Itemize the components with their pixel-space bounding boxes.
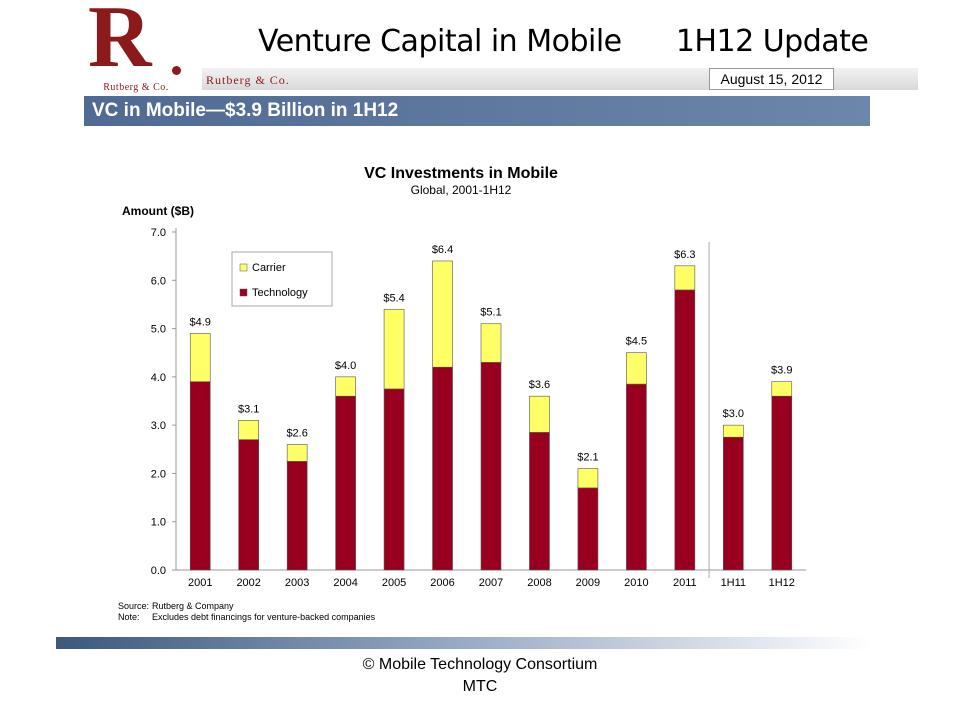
bar-total-label: $6.4 (432, 244, 453, 256)
bar-total-label: $5.4 (383, 292, 404, 304)
bar-carrier (626, 352, 647, 385)
footer-copyright: © Mobile Technology Consortium (362, 656, 598, 673)
x-tick-label: 2005 (382, 577, 406, 589)
bar-carrier (238, 420, 259, 440)
bar-total-label: $6.3 (674, 249, 695, 261)
bar-carrier (480, 323, 502, 363)
bar-total-label: $4.0 (335, 360, 356, 372)
x-tick-label: 2004 (333, 577, 357, 589)
bar-technology (674, 289, 696, 571)
y-tick-label: 4.0 (151, 372, 166, 384)
x-tick-label: 2002 (236, 577, 260, 589)
legend-label-carrier: Carrier (252, 262, 286, 274)
note-label: Note: (118, 612, 140, 622)
x-tick-label: 2001 (188, 577, 212, 589)
chart-subtitle: Global, 2001-1H12 (411, 183, 512, 197)
bar-carrier (335, 376, 356, 397)
bar-total-label: $3.9 (771, 365, 792, 377)
legend-label-technology: Technology (252, 287, 308, 299)
logo-letter: R (88, 0, 152, 86)
bar-technology (383, 388, 405, 571)
bar-technology (480, 362, 502, 571)
y-tick-label: 6.0 (151, 275, 166, 287)
section-banner: VC in Mobile—$3.9 Billion in 1H12 (84, 96, 870, 126)
bar-total-label: $3.6 (529, 379, 550, 391)
y-axis-label: Amount ($B) (122, 204, 194, 218)
bar-carrier (771, 381, 793, 397)
brand-name: Rutberg & Co. (206, 73, 290, 87)
bar-carrier (286, 444, 308, 462)
x-tick-label: 2006 (430, 577, 454, 589)
bar-carrier (723, 424, 744, 438)
legend-box (231, 251, 333, 307)
bar-total-label: $4.9 (190, 316, 211, 328)
x-tick-label: 2008 (527, 577, 551, 589)
bar-carrier (189, 333, 211, 382)
bar-technology (529, 432, 550, 571)
bar-total-label: $4.5 (626, 336, 647, 348)
x-tick-label: 2011 (673, 577, 697, 589)
date-label: August 15, 2012 (709, 68, 834, 90)
bar-carrier (383, 308, 405, 390)
footer-mtc: MTC (462, 678, 498, 695)
bar-carrier (529, 395, 550, 433)
slide-title: Venture Capital in Mobile 1H12 Update (258, 24, 869, 59)
y-tick-label: 1.0 (151, 517, 166, 529)
bar-total-label: $2.6 (286, 427, 307, 439)
x-tick-label: 2007 (479, 577, 503, 589)
note-text: Excludes debt financings for venture-bac… (152, 612, 376, 622)
y-tick-label: 7.0 (151, 227, 166, 239)
y-tick-label: 0.0 (151, 565, 166, 577)
chart-title: VC Investments in Mobile (364, 165, 558, 182)
bar-carrier (674, 265, 696, 291)
x-tick-label: 1H11 (721, 577, 746, 589)
bar-total-label: $5.1 (480, 307, 501, 319)
y-tick-label: 2.0 (151, 468, 166, 480)
bar-total-label: $3.1 (238, 403, 259, 415)
legend-swatch-carrier (239, 263, 248, 272)
bar-technology (238, 439, 259, 571)
bar-technology (626, 383, 647, 571)
source-label: Source: (118, 601, 149, 611)
source-text: Rutberg & Company (152, 601, 234, 611)
logo-subtitle: Rutberg & Co. (103, 82, 169, 93)
bar-total-label: $2.1 (577, 452, 598, 464)
y-tick-label: 5.0 (151, 324, 166, 336)
bar-technology (335, 395, 356, 571)
logo-dot (172, 66, 181, 75)
x-tick-label: 2010 (624, 577, 648, 589)
bar-carrier (432, 260, 453, 368)
bar-technology (286, 461, 308, 571)
legend-swatch-technology (239, 288, 248, 297)
bar-technology (771, 395, 793, 571)
bar-technology (577, 487, 599, 571)
y-tick-label: 3.0 (151, 420, 166, 432)
bar-total-label: $3.0 (723, 408, 744, 420)
company-logo: R Rutberg & Co. (84, 0, 188, 94)
x-tick-label: 1H12 (769, 577, 795, 589)
x-tick-label: 2003 (285, 577, 309, 589)
bar-technology (723, 436, 744, 571)
bar-technology (432, 366, 453, 571)
bar-technology (189, 381, 211, 571)
bar-carrier (577, 468, 599, 489)
bottom-decorative-bar (56, 637, 872, 649)
x-tick-label: 2009 (576, 577, 600, 589)
chart-area: VC Investments in Mobile Global, 2001-1H1… (84, 140, 870, 626)
